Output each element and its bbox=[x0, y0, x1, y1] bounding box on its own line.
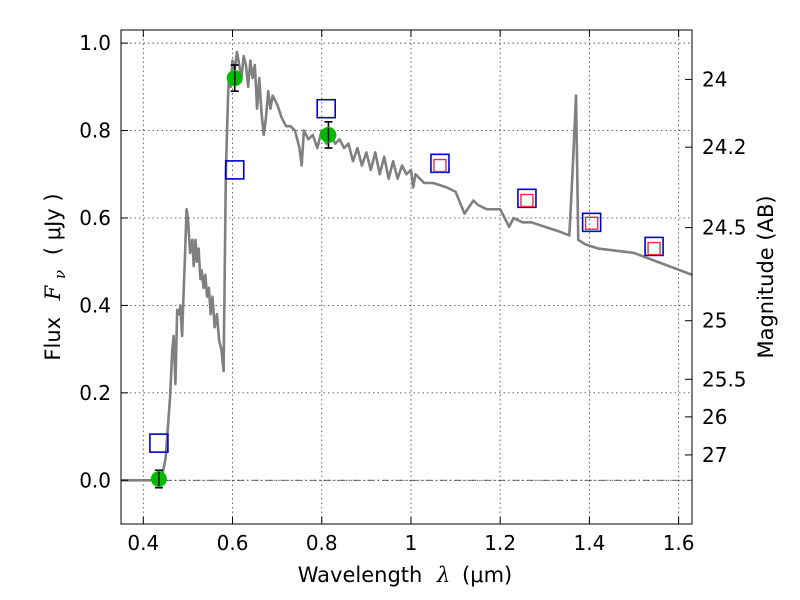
x-axis-symbol: λ bbox=[436, 563, 450, 587]
model-photometry-point bbox=[581, 212, 602, 233]
y2-tick-label: 25 bbox=[702, 309, 727, 333]
axis-ticks: 0.4 0.6 0.8 1 1.2 1.4 1.6 0.0 0.2 0.4 0.6 0.8 1.0 24 2… bbox=[79, 30, 747, 555]
plot-content bbox=[121, 50, 692, 489]
y-axis-unit: ( μJy ) bbox=[41, 193, 65, 255]
y-tick-label: 0.0 bbox=[79, 468, 111, 492]
y2-tick-label: 25.5 bbox=[702, 367, 747, 391]
spectrum-line bbox=[121, 50, 692, 482]
model-photometry-point bbox=[224, 160, 245, 180]
y-axis-label-text: Flux bbox=[41, 317, 65, 361]
y2-axis-label: Magnitude (AB) bbox=[754, 195, 778, 358]
x-axis-label-text: Wavelength bbox=[298, 563, 423, 587]
x-tick-label: 1.6 bbox=[663, 531, 695, 555]
x-axis-unit: (μm) bbox=[462, 563, 512, 587]
y-axis-label: Flux F ν ( μJy ) bbox=[41, 193, 70, 360]
x-tick-label: 1.2 bbox=[484, 531, 516, 555]
x-tick-label: 1.4 bbox=[573, 531, 605, 555]
model-photometry-point bbox=[149, 433, 169, 453]
y2-tick-label: 24 bbox=[702, 67, 727, 91]
x-axis-label: Wavelength λ (μm) bbox=[298, 563, 512, 587]
plot-frame bbox=[120, 29, 693, 525]
y2-tick-label: 26 bbox=[702, 405, 727, 429]
observed-nir-point bbox=[647, 241, 661, 256]
observed-nir-point bbox=[584, 216, 599, 230]
y-tick-label: 0.4 bbox=[79, 293, 111, 317]
observed-nir-point bbox=[520, 193, 534, 208]
observed-nir-point bbox=[433, 158, 447, 173]
model-photometry-point bbox=[644, 236, 664, 257]
model-photometry-point bbox=[517, 188, 537, 209]
grid bbox=[121, 30, 692, 524]
model-photometry-point bbox=[430, 153, 450, 174]
x-tick-label: 0.4 bbox=[127, 531, 159, 555]
y2-tick-label: 24.5 bbox=[702, 216, 747, 240]
y-tick-label: 0.6 bbox=[79, 206, 111, 230]
model-photometry-point bbox=[316, 98, 337, 119]
y-tick-label: 1.0 bbox=[79, 31, 111, 55]
y-tick-label: 0.2 bbox=[79, 381, 111, 405]
y2-tick-label: 24.2 bbox=[702, 135, 747, 159]
y2-tick-label: 27 bbox=[702, 443, 727, 467]
y-tick-label: 0.8 bbox=[79, 119, 111, 143]
x-tick-label: 1 bbox=[405, 531, 418, 555]
y-axis-symbol: F bbox=[41, 284, 65, 301]
x-tick-label: 0.8 bbox=[306, 531, 338, 555]
y-axis-subscript: ν bbox=[51, 270, 69, 279]
x-tick-label: 0.6 bbox=[217, 531, 249, 555]
